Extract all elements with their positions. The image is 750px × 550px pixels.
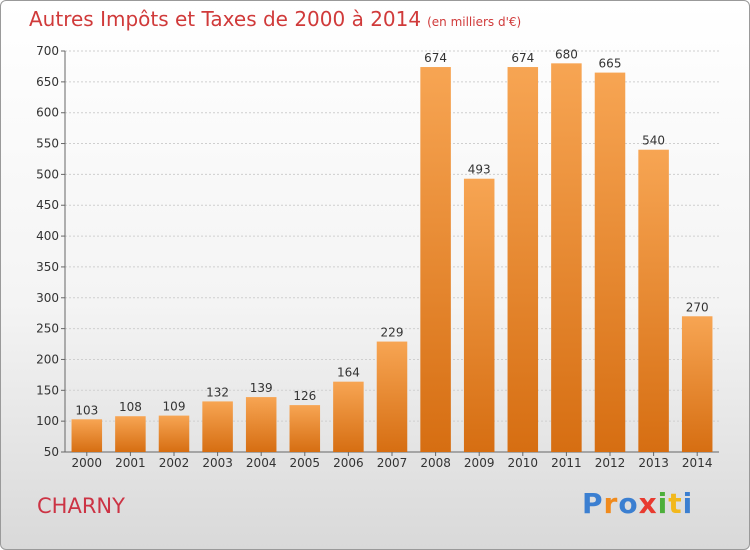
bar (71, 419, 103, 452)
bar (681, 316, 713, 452)
x-tick-label: 2013 (638, 456, 669, 470)
x-tick-label: 2008 (420, 456, 451, 470)
bar (551, 63, 582, 452)
bar-value-label: 674 (424, 51, 447, 65)
bar (638, 149, 669, 452)
bar (158, 415, 190, 452)
bar-value-label: 674 (511, 51, 534, 65)
logo-letter: r (603, 487, 619, 520)
x-tick-label: 2012 (595, 456, 626, 470)
y-tick-label: 100 (36, 414, 59, 428)
bar (594, 72, 626, 452)
x-tick-label: 2010 (508, 456, 539, 470)
y-tick-label: 250 (36, 322, 59, 336)
bar-value-label: 540 (642, 134, 665, 148)
y-tick-label: 150 (36, 383, 59, 397)
y-tick-label: 650 (36, 75, 59, 89)
chart-title-text: Autres Impôts et Taxes de 2000 à 2014 (29, 7, 422, 31)
logo-letter: t (668, 487, 683, 520)
bar-value-label: 270 (686, 300, 709, 314)
y-tick-label: 400 (36, 229, 59, 243)
x-tick-label: 2009 (464, 456, 495, 470)
bar-value-label: 680 (555, 47, 578, 61)
x-tick-label: 2007 (377, 456, 408, 470)
y-tick-label: 300 (36, 291, 59, 305)
x-tick-label: 2006 (333, 456, 364, 470)
logo-letter: x (638, 487, 658, 520)
chart-title: Autres Impôts et Taxes de 2000 à 2014 (en… (29, 7, 521, 31)
bar-value-label: 132 (206, 385, 229, 399)
bar (463, 178, 495, 453)
bar-value-label: 665 (599, 57, 622, 71)
x-tick-label: 2001 (115, 456, 146, 470)
x-tick-label: 2011 (551, 456, 582, 470)
logo-letter: P (582, 487, 604, 520)
x-tick-label: 2005 (290, 456, 321, 470)
bar (420, 67, 451, 452)
x-tick-label: 2014 (682, 456, 713, 470)
x-tick-label: 2003 (202, 456, 233, 470)
commune-name: CHARNY (37, 494, 125, 518)
y-tick-label: 700 (36, 44, 59, 58)
bar-value-label: 103 (75, 403, 98, 417)
y-tick-label: 350 (36, 260, 59, 274)
bar-value-label: 493 (468, 163, 491, 177)
y-tick-label: 600 (36, 106, 59, 120)
bar-value-label: 139 (250, 381, 273, 395)
y-tick-label: 50 (44, 445, 59, 459)
bar-value-label: 229 (381, 326, 404, 340)
y-tick-label: 550 (36, 137, 59, 151)
bar (289, 405, 321, 452)
x-tick-label: 2004 (246, 456, 277, 470)
y-tick-label: 200 (36, 352, 59, 366)
bar-value-label: 126 (293, 389, 316, 403)
y-tick-label: 450 (36, 198, 59, 212)
bar-value-label: 164 (337, 366, 360, 380)
bar (507, 67, 539, 452)
bar (245, 397, 277, 452)
y-tick-label: 500 (36, 167, 59, 181)
bar-value-label: 108 (119, 400, 142, 414)
logo-letter: i (682, 487, 694, 520)
logo-letter: o (618, 487, 639, 520)
chart-unit: (en milliers d'€) (427, 15, 522, 29)
x-tick-label: 2002 (159, 456, 190, 470)
proxiti-logo: Proxiti (582, 487, 693, 520)
bar (376, 341, 408, 452)
bar (202, 401, 233, 452)
x-tick-label: 2000 (72, 456, 103, 470)
bar (115, 416, 146, 452)
logo-letter: i (657, 487, 669, 520)
bar-value-label: 109 (163, 400, 186, 414)
bar (333, 381, 364, 452)
